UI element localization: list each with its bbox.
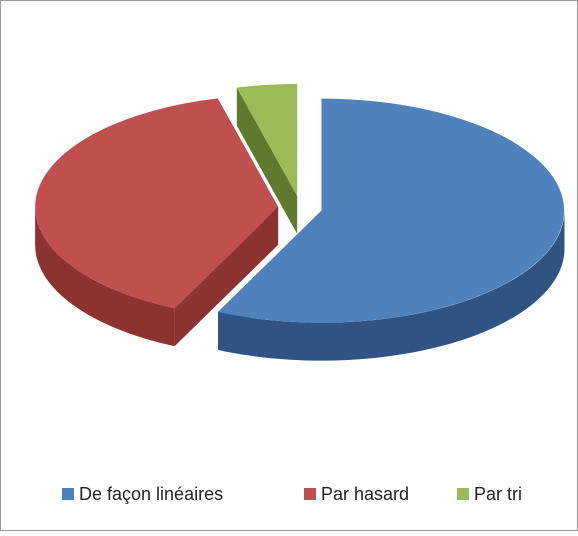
legend-swatch [62,488,74,500]
pie-wall [174,206,279,347]
pie-wall [236,87,298,234]
legend-swatch [304,488,316,500]
legend-swatch [457,488,469,500]
pie-side [35,206,175,347]
pie-slice [218,98,565,323]
legend-label: Par hasard [321,484,409,504]
pie-slice [236,83,298,196]
pie-slice [35,98,279,309]
legend-label: Par tri [474,484,522,504]
pie-side [218,210,565,361]
legend-label: De façon linéaires [79,484,223,504]
